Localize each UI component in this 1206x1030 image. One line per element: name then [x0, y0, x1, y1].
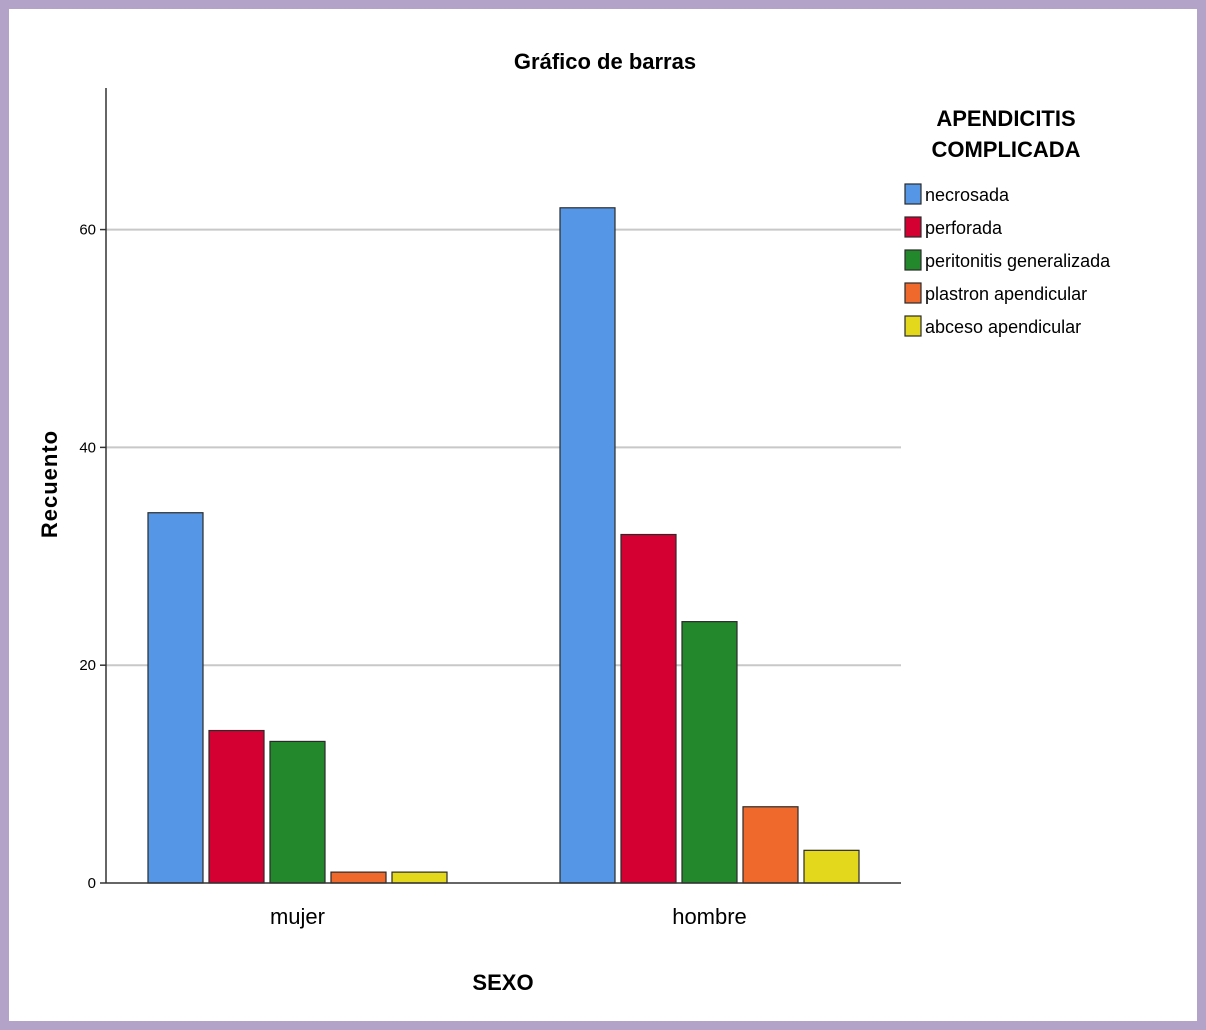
legend-label: perforada: [925, 218, 1003, 238]
bar-hombre-abceso-apendicular: [803, 849, 860, 884]
x-tick-labels: mujer hombre: [270, 904, 747, 929]
y-axis-label: Recuento: [37, 430, 62, 538]
legend-swatch: [904, 282, 922, 304]
gridlines: [106, 228, 901, 667]
legend-label: plastron apendicular: [925, 284, 1087, 304]
bar-hombre-peritonitis-generalizada: [681, 621, 738, 884]
legend-label: necrosada: [925, 185, 1010, 205]
legend-swatch: [904, 216, 922, 238]
legend: APENDICITIS COMPLICADA necrosada perforad…: [904, 106, 1111, 337]
legend-swatch: [904, 315, 922, 337]
legend-swatch: [904, 183, 922, 205]
y-tick-labels: 0 20 40 60: [79, 222, 106, 892]
x-tick-label: mujer: [270, 904, 325, 929]
bar-mujer-abceso-apendicular: [391, 871, 448, 884]
legend-swatch: [904, 249, 922, 271]
x-tick-label: hombre: [672, 904, 747, 929]
y-tick-label: 20: [79, 657, 96, 674]
bar-hombre-perforada: [620, 533, 677, 884]
bar-mujer-peritonitis-generalizada: [269, 740, 326, 884]
legend-label: peritonitis generalizada: [925, 251, 1111, 271]
bar-hombre-necrosada: [559, 207, 616, 884]
y-tick-label: 40: [79, 439, 96, 456]
legend-title-line-2: COMPLICADA: [931, 137, 1080, 162]
legend-label: abceso apendicular: [925, 317, 1081, 337]
chart-title: Gráfico de barras: [514, 49, 696, 74]
axes: [105, 88, 901, 884]
y-tick-label: 0: [88, 875, 96, 892]
bar-mujer-plastron-apendicular: [330, 871, 387, 884]
x-axis-label: SEXO: [472, 970, 533, 995]
y-tick-label: 60: [79, 222, 96, 239]
bar-hombre-plastron-apendicular: [742, 806, 799, 884]
legend-items: necrosada perforada peritonitis generaliza…: [904, 183, 1111, 337]
legend-title-line-1: APENDICITIS: [936, 106, 1075, 131]
bars: [147, 207, 860, 884]
bar-mujer-necrosada: [147, 512, 204, 884]
bar-mujer-perforada: [208, 729, 265, 884]
